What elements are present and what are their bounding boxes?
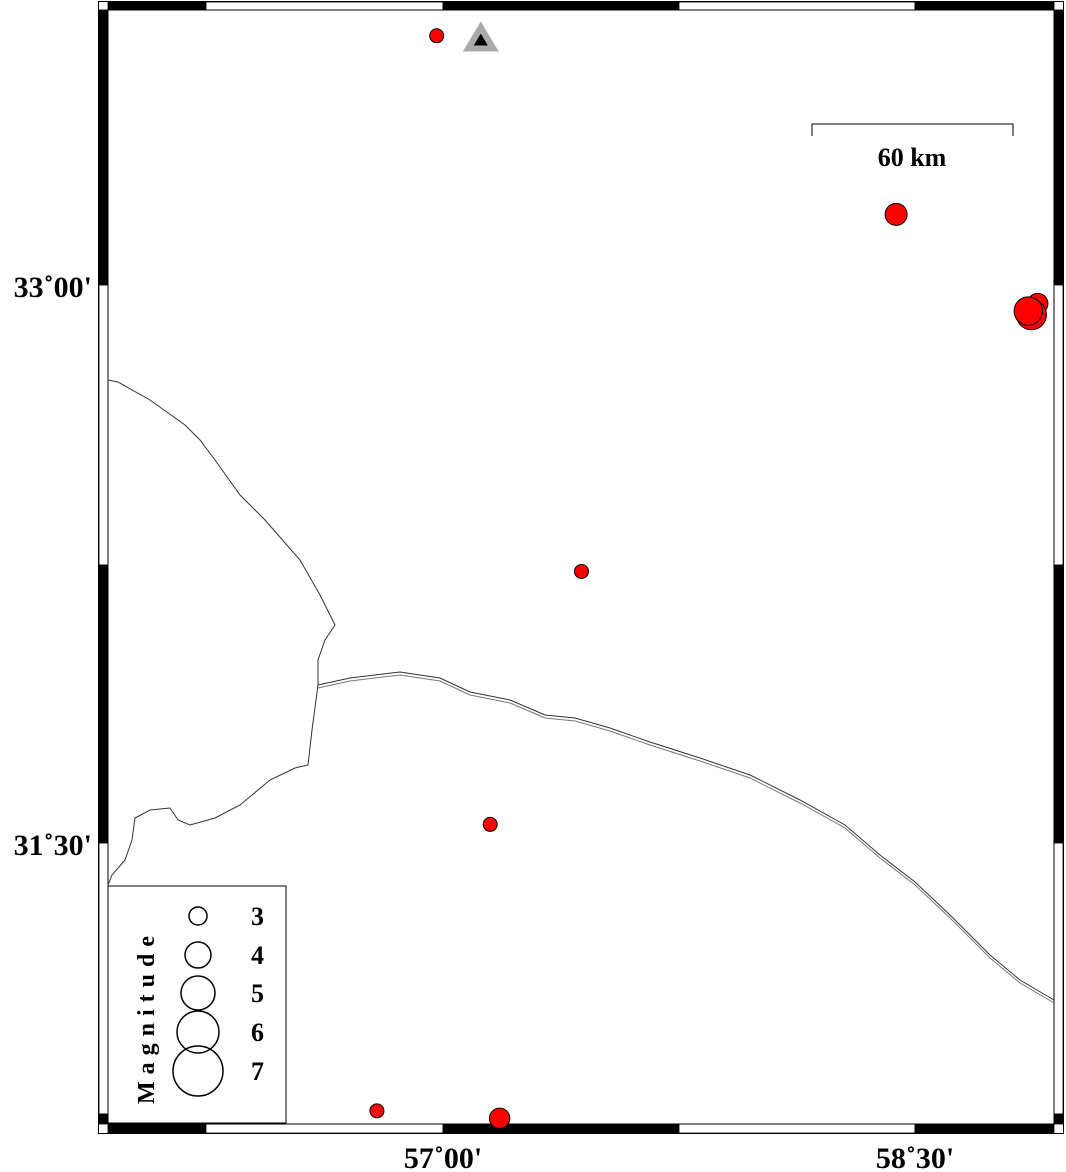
x-tick-label: 58˚30' (876, 1142, 954, 1172)
frame-segment-bottom (205, 1123, 444, 1134)
boundary-line-south-2 (317, 674, 1055, 1004)
earthquake-event (573, 563, 589, 579)
frame-segment-left (98, 1113, 109, 1125)
station-triangle-inner-icon (473, 33, 488, 46)
earthquake-event (369, 1103, 385, 1119)
earthquake-event (884, 202, 908, 226)
earthquake-event (1013, 296, 1043, 326)
plot-area (107, 9, 1055, 1125)
frame-segment-top (205, 1, 444, 11)
legend-circle (172, 1045, 224, 1097)
legend-circle (188, 906, 208, 926)
y-tick-label: 33˚00' (14, 271, 92, 304)
frame-segment-bottom (678, 1123, 916, 1134)
legend-label: 3 (251, 902, 264, 931)
legend-label: 7 (251, 1057, 264, 1086)
boundary-line-north (107, 379, 336, 886)
legend-label: 5 (251, 979, 264, 1008)
y-tick-label: 31˚30' (14, 829, 92, 862)
frame-segment-right (1053, 284, 1064, 566)
legend-circle (176, 1010, 220, 1054)
scale-bar: 60 km (811, 123, 1014, 172)
earthquake-event (482, 816, 498, 832)
frame-segment-left (98, 9, 109, 286)
legend-circle (180, 975, 216, 1011)
frame-segment-right (1053, 1113, 1064, 1125)
frame-segment-top (678, 1, 916, 11)
legend-label: 6 (251, 1018, 264, 1047)
frame-segment-top (107, 1, 207, 11)
legend: Magnitude 3 4 5 6 7 (107, 885, 287, 1124)
frame-segment-bottom (442, 1123, 680, 1134)
frame-segment-bottom (914, 1123, 1055, 1134)
boundary-lines (107, 379, 1055, 1004)
legend-title: Magnitude (134, 929, 160, 1104)
frame-segment-right (1053, 564, 1064, 844)
frame-segment-left (98, 284, 109, 566)
frame-segment-bottom (107, 1123, 207, 1134)
scale-bar-label: 60 km (878, 143, 947, 172)
axis-tick-labels: 57˚00' 58˚30' 33˚00' 31˚30' (14, 271, 954, 1172)
legend-circle (184, 941, 212, 969)
earthquake-event (488, 1107, 511, 1129)
frame-segment-top (914, 1, 1055, 11)
station-marker (462, 21, 499, 52)
frame-segment-right (1053, 9, 1064, 286)
frame-segment-left (98, 842, 109, 1115)
frame-segment-top (442, 1, 680, 11)
frame-segment-right (1053, 842, 1064, 1115)
x-tick-label: 57˚00' (404, 1142, 482, 1172)
scale-bar-line (811, 123, 1014, 136)
boundary-line-south (317, 671, 1055, 1001)
earthquake-event (429, 28, 445, 44)
legend-label: 4 (251, 941, 264, 970)
frame-segment-left (98, 564, 109, 844)
earthquake-events (369, 28, 1049, 1129)
